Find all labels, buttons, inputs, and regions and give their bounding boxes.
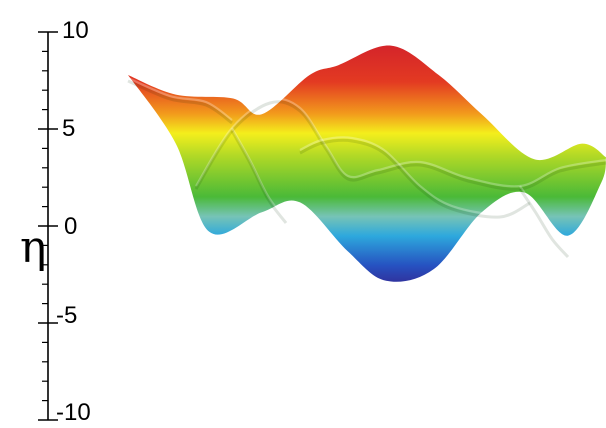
eta-axis-label: η: [20, 222, 46, 273]
tick-label-minus-10: -10: [56, 399, 91, 426]
tick-label-10: 10: [62, 17, 89, 44]
tick-label-5: 5: [62, 115, 75, 142]
surface: [128, 45, 606, 281]
surface-shading: [128, 45, 606, 281]
tick-label-minus-5: -5: [56, 302, 77, 329]
tick-label-0: 0: [64, 213, 77, 240]
